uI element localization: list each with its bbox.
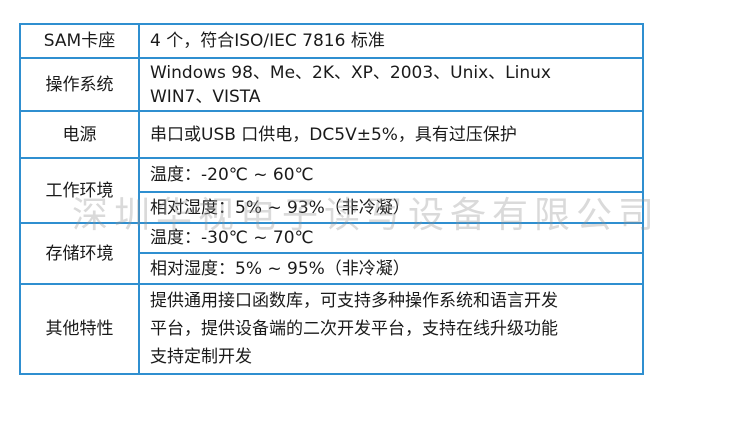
table-row: 相对湿度：5% ~ 93%（非冷凝）	[20, 191, 644, 224]
table-row: 存储环境 温度：-30℃ ~ 70℃	[19, 222, 644, 285]
row-label: 电源	[19, 110, 140, 159]
row-value: 相对湿度：5% ~ 93%（非冷凝）	[138, 191, 644, 224]
row-label: 操作系统	[19, 57, 140, 112]
value-line: Windows 98、Me、2K、XP、2003、Unix、Linux	[150, 62, 551, 83]
value-line: 支持定制开发	[150, 347, 252, 367]
row-label: 存储环境	[19, 222, 140, 285]
row-value: 温度：-30℃ ~ 70℃	[138, 222, 644, 254]
value-line: WIN7、VISTA	[150, 86, 261, 107]
row-value: 串口或USB 口供电，DC5V±5%，具有过压保护	[138, 110, 644, 159]
value-line: 平台，提供设备端的二次开发平台，支持在线升级功能	[150, 319, 558, 339]
row-value: 温度：-20℃ ~ 60℃	[138, 157, 644, 193]
row-value: Windows 98、Me、2K、XP、2003、Unix、Linux WIN7…	[138, 57, 644, 112]
row-label: 工作环境	[19, 157, 140, 224]
spec-table: SAM卡座 4 个，符合ISO/IEC 7816 标准 操作系统 Windows…	[19, 23, 644, 375]
value-line: 提供通用接口函数库，可支持多种操作系统和语言开发	[150, 291, 558, 311]
table-row: 操作系统 Windows 98、Me、2K、XP、2003、Unix、Linux…	[19, 57, 644, 112]
row-label: SAM卡座	[19, 23, 140, 59]
row-value: 4 个，符合ISO/IEC 7816 标准	[138, 23, 644, 59]
row-label: 其他特性	[19, 283, 140, 375]
table-row: SAM卡座 4 个，符合ISO/IEC 7816 标准	[19, 23, 644, 59]
row-value: 提供通用接口函数库，可支持多种操作系统和语言开发 平台，提供设备端的二次开发平台…	[138, 283, 644, 375]
table-row: 相对湿度：5% ~ 95%（非冷凝）	[20, 252, 644, 285]
row-value: 相对湿度：5% ~ 95%（非冷凝）	[138, 252, 644, 285]
table-row: 其他特性 提供通用接口函数库，可支持多种操作系统和语言开发 平台，提供设备端的二…	[19, 283, 644, 375]
table-row: 工作环境 温度：-20℃ ~ 60℃	[19, 157, 644, 224]
table-row: 电源 串口或USB 口供电，DC5V±5%，具有过压保护	[19, 110, 644, 159]
